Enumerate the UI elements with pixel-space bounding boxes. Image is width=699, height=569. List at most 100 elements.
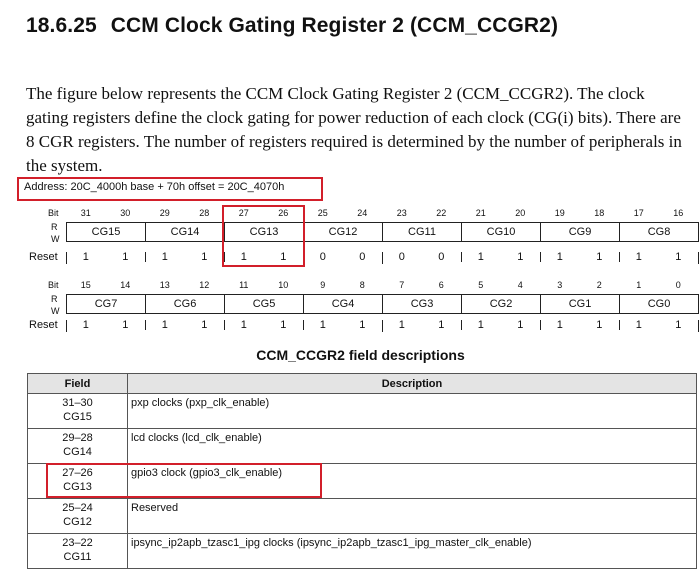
reset-divider — [461, 320, 462, 330]
section-title: CCM Clock Gating Register 2 (CCM_CCGR2) — [110, 14, 559, 37]
register-field-cg0: CG0 — [619, 294, 699, 314]
field-bits: 27–26 — [62, 467, 93, 479]
reset-divider — [145, 252, 146, 262]
reset-value: 1 — [556, 319, 563, 331]
reset-value: 1 — [280, 319, 287, 331]
bit-number: 22 — [436, 208, 447, 218]
field-bits: 29–28 — [62, 432, 93, 444]
table-row: 29–28 CG14 lcd clocks (lcd_clk_enable) — [27, 428, 697, 464]
reset-value: 1 — [201, 319, 208, 331]
reset-value: 1 — [240, 319, 247, 331]
reset-value: 1 — [122, 319, 129, 331]
reset-value: 1 — [161, 319, 168, 331]
bit-number: 30 — [120, 208, 131, 218]
field-description: lcd clocks (lcd_clk_enable) — [127, 428, 697, 464]
reset-value: 1 — [240, 251, 247, 263]
read-label: R — [51, 294, 58, 304]
bit-number: 15 — [80, 280, 91, 290]
reset-value: 1 — [280, 251, 287, 263]
reset-value: 1 — [477, 319, 484, 331]
reset-divider — [619, 320, 620, 330]
reset-value: 1 — [596, 319, 603, 331]
bit-number: 16 — [673, 208, 684, 218]
reset-value: 1 — [201, 251, 208, 263]
reset-divider — [461, 252, 462, 262]
field-description: Reserved — [127, 498, 697, 534]
table-title: CCM_CCGR2 field descriptions — [256, 347, 465, 363]
section-number: 18.6.25 — [26, 14, 97, 37]
reset-value: 1 — [161, 251, 168, 263]
reset-divider — [145, 320, 146, 330]
register-field-cg10: CG10 — [461, 222, 541, 242]
bit-number: 4 — [517, 280, 523, 290]
bit-number: 28 — [199, 208, 210, 218]
bit-number: 17 — [633, 208, 644, 218]
register-field-cg7: CG7 — [66, 294, 146, 314]
reset-divider — [382, 320, 383, 332]
reset-value: 1 — [319, 319, 326, 331]
reset-divider — [540, 252, 541, 262]
bit-number: 20 — [515, 208, 526, 218]
bit-number: 26 — [278, 208, 289, 218]
field-cell: 29–28 CG14 — [27, 428, 128, 464]
reset-value: 1 — [675, 251, 682, 263]
field-description: gpio3 clock (gpio3_clk_enable) — [127, 463, 697, 499]
table-row: 31–30 CG15 pxp clocks (pxp_clk_enable) — [27, 393, 697, 429]
reset-value: 1 — [517, 319, 524, 331]
bit-number: 24 — [357, 208, 368, 218]
write-label: W — [51, 306, 60, 316]
bit-number: 14 — [120, 280, 131, 290]
register-field-cg6: CG6 — [145, 294, 225, 314]
reset-value: 1 — [82, 251, 89, 263]
register-field-cg2: CG2 — [461, 294, 541, 314]
reset-value: 1 — [517, 251, 524, 263]
reset-value: 1 — [596, 251, 603, 263]
register-address: Address: 20C_4000h base + 70h offset = 2… — [24, 181, 285, 193]
reset-divider — [540, 320, 541, 330]
field-bits: 25–24 — [62, 502, 93, 514]
bit-number: 29 — [159, 208, 170, 218]
reset-label: Reset — [29, 251, 58, 263]
field-description: pxp clocks (pxp_clk_enable) — [127, 393, 697, 429]
bit-number: 0 — [675, 280, 681, 290]
bit-number: 9 — [320, 280, 326, 290]
reset-value: 1 — [438, 319, 445, 331]
bit-number: 21 — [475, 208, 486, 218]
section-heading: 18.6.25 CCM Clock Gating Register 2 (CCM_… — [26, 14, 558, 38]
reset-value: 1 — [675, 319, 682, 331]
reset-value: 1 — [359, 319, 366, 331]
reset-label: Reset — [29, 319, 58, 331]
register-field-cg12: CG12 — [303, 222, 383, 242]
register-field-cg9: CG9 — [540, 222, 620, 242]
register-field-cg14: CG14 — [145, 222, 225, 242]
bit-number: 10 — [278, 280, 289, 290]
bit-number: 8 — [359, 280, 365, 290]
register-diagram-upper: Bit R W Reset 31 30 29 28 27 26 25 24 23 22 21 20 19… — [26, 205, 699, 265]
read-label: R — [51, 222, 58, 232]
bit-number: 31 — [80, 208, 91, 218]
reset-divider — [66, 252, 67, 264]
bit-number: 13 — [159, 280, 170, 290]
field-name: CG11 — [63, 551, 92, 563]
field-descriptions-table: Field Description 31–30 CG15 pxp clocks (p… — [27, 373, 697, 569]
intro-paragraph: The figure below represents the CCM Cloc… — [26, 84, 682, 175]
register-diagram-lower: Bit R W Reset 15 14 13 12 11 10 9 8 7 6 5 4 3 2 1 0 CG7 C… — [26, 277, 699, 337]
bit-number: 2 — [596, 280, 602, 290]
bit-number: 5 — [478, 280, 484, 290]
reset-value: 1 — [122, 251, 129, 263]
field-cell: 31–30 CG15 — [27, 393, 128, 429]
reset-value: 1 — [82, 319, 89, 331]
bit-number: 12 — [199, 280, 210, 290]
register-field-cg1: CG1 — [540, 294, 620, 314]
cg13-highlight-box — [222, 205, 305, 267]
field-cell: 25–24 CG12 — [27, 498, 128, 534]
reset-divider — [619, 252, 620, 262]
write-label: W — [51, 234, 60, 244]
reset-value: 1 — [635, 319, 642, 331]
table-row: 27–26 CG13 gpio3 clock (gpio3_clk_enable) — [27, 463, 697, 499]
reset-value: 1 — [635, 251, 642, 263]
field-description: ipsync_ip2apb_tzasc1_ipg clocks (ipsync_… — [127, 533, 697, 569]
table-row: 25–24 CG12 Reserved — [27, 498, 697, 534]
reset-divider — [224, 320, 225, 330]
cg13-row-highlight-box — [46, 463, 322, 498]
